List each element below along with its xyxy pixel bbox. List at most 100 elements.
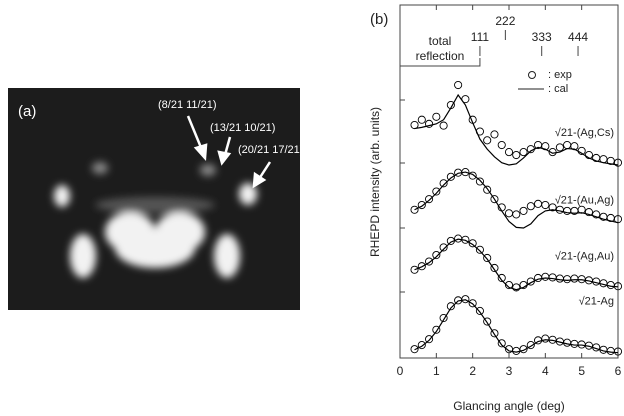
exp-point <box>534 199 543 208</box>
exp-point <box>425 119 434 128</box>
exp-point <box>410 205 419 214</box>
exp-point <box>446 100 455 110</box>
exp-point <box>584 150 593 160</box>
exp-point <box>454 80 463 90</box>
exp-point <box>563 275 572 284</box>
x-axis-label: Glancing angle (deg) <box>453 399 564 413</box>
exp-point <box>512 210 521 219</box>
exp-point <box>446 236 455 245</box>
exp-point <box>570 339 579 348</box>
exp-point <box>468 239 477 248</box>
legend-label: : cal <box>548 83 568 95</box>
exp-point <box>439 243 448 252</box>
exp-point <box>497 339 506 348</box>
exp-point <box>541 142 550 151</box>
exp-point <box>425 335 434 344</box>
exp-point <box>526 145 535 154</box>
y-minor-ticks <box>400 99 405 293</box>
exp-point <box>483 253 492 263</box>
exp-point <box>548 335 557 344</box>
exp-point <box>592 343 601 352</box>
exp-point <box>519 345 528 354</box>
exp-point <box>497 140 506 150</box>
x-tick-label: 2 <box>469 364 476 378</box>
exp-point <box>483 185 492 194</box>
exp-point <box>519 280 528 290</box>
exp-point <box>526 202 535 211</box>
exp-point <box>504 148 514 157</box>
exp-point <box>417 341 426 350</box>
exp-point <box>534 336 543 345</box>
y-axis-label: RHEPD intensity (arb. units) <box>368 107 382 257</box>
x-tick-label: 1 <box>433 364 440 378</box>
x-tick-label: 5 <box>578 364 585 378</box>
exp-point <box>526 341 535 350</box>
exp-point <box>475 245 484 254</box>
exp-point <box>468 299 477 308</box>
exp-point <box>504 345 514 354</box>
x-tick-label: 0 <box>397 364 404 378</box>
exp-point <box>577 205 586 214</box>
exp-point <box>555 143 564 152</box>
exp-point <box>475 306 484 315</box>
exp-point <box>468 115 477 124</box>
exp-point <box>475 177 484 186</box>
exp-point <box>410 265 419 274</box>
cal-line <box>414 93 619 166</box>
exp-point <box>468 171 477 180</box>
exp-point <box>541 200 550 210</box>
cal-line <box>414 238 619 291</box>
legend-label: : exp <box>548 69 572 81</box>
legend-marker <box>528 71 536 79</box>
exp-point <box>555 205 564 214</box>
exp-point <box>534 273 543 283</box>
exp-point <box>548 273 557 282</box>
exp-point <box>526 277 535 286</box>
reflection-label: 333 <box>532 30 552 44</box>
total-reflection-bracket <box>399 58 481 67</box>
exp-point <box>512 346 521 355</box>
annotation: (13/21 10/21) <box>210 122 275 134</box>
exp-point <box>548 203 557 212</box>
exp-point <box>577 146 586 155</box>
exp-point <box>432 112 441 121</box>
exp-point <box>439 313 448 323</box>
exp-point <box>446 302 455 311</box>
x-tick-label: 4 <box>542 364 549 378</box>
exp-point <box>599 155 608 164</box>
exp-point <box>613 158 623 167</box>
exp-point <box>592 210 601 219</box>
exp-point <box>541 334 550 343</box>
exp-point <box>446 172 455 181</box>
exp-point <box>497 203 506 212</box>
exp-point <box>541 272 550 281</box>
exp-point <box>592 277 601 286</box>
reflection-label: 444 <box>568 30 588 44</box>
exp-point <box>432 187 441 196</box>
exp-point <box>439 179 448 188</box>
exp-point <box>417 200 426 210</box>
exp-point <box>584 208 593 217</box>
exp-point <box>504 209 514 218</box>
exp-point <box>439 121 448 130</box>
exp-point <box>563 206 572 215</box>
exp-point <box>461 168 470 177</box>
reflection-label: 222 <box>495 14 515 28</box>
exp-point <box>606 156 615 165</box>
series-label: √21-(Ag,Cs) <box>555 127 614 139</box>
exp-point <box>519 148 528 157</box>
panel-label: (b) <box>370 11 388 28</box>
exp-point <box>584 341 593 350</box>
exp-point <box>613 347 623 356</box>
exp-point <box>570 274 579 283</box>
cal-line <box>414 171 619 229</box>
exp-point <box>512 283 521 292</box>
arrows <box>186 115 272 189</box>
exp-point <box>461 235 470 244</box>
spots <box>54 162 257 278</box>
exp-point <box>461 295 470 304</box>
total-reflection-label: total reflection <box>416 34 465 63</box>
series-label: √21-Ag <box>579 295 614 307</box>
exp-point <box>599 279 608 288</box>
exp-point <box>475 127 484 136</box>
